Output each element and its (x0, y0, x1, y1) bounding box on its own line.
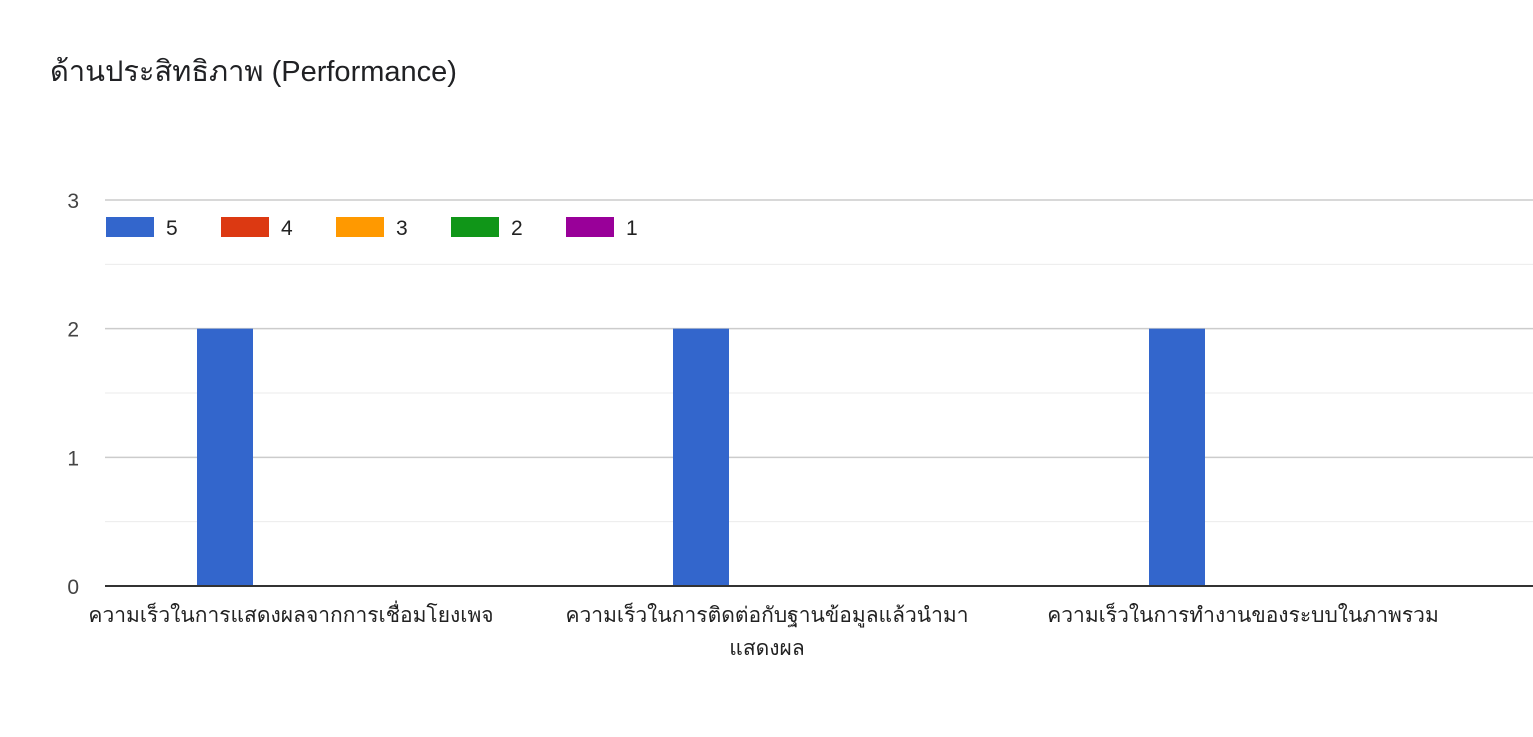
legend-label-2: 2 (511, 217, 523, 240)
x-axis-category-labels: ความเร็วในการแสดงผลจากการเชื่อมโยงเพจ ควา… (88, 600, 1438, 660)
y-axis-ticks: 0 1 2 3 (67, 190, 79, 599)
bar-series-5-category-2 (673, 328, 729, 586)
legend-label-3: 3 (396, 217, 408, 240)
grid-lines (105, 199, 1533, 523)
legend-swatch-4 (221, 217, 269, 237)
chart-title: ด้านประสิทธิภาพ (Performance) (50, 56, 457, 88)
x-category-label: ความเร็วในการติดต่อกับฐานข้อมูลแล้วนำมา (565, 601, 968, 628)
legend-swatch-2 (451, 217, 499, 237)
y-tick-label: 0 (67, 576, 79, 599)
legend: 5 4 3 2 1 (106, 217, 638, 240)
x-category-label: แสดงผล (729, 637, 804, 660)
bar-series-5-category-3 (1149, 328, 1205, 586)
bar-series-5-category-1 (197, 328, 253, 586)
legend-swatch-5 (106, 217, 154, 237)
x-category-label: ความเร็วในการแสดงผลจากการเชื่อมโยงเพจ (88, 600, 493, 627)
y-tick-label: 1 (67, 447, 79, 470)
bars (197, 328, 1205, 586)
legend-label-4: 4 (281, 217, 293, 240)
legend-swatch-1 (566, 217, 614, 237)
y-tick-label: 2 (67, 319, 79, 342)
legend-label-1: 1 (626, 217, 638, 240)
x-category-label: ความเร็วในการทำงานของระบบในภาพรวม (1047, 601, 1439, 627)
y-tick-label: 3 (67, 190, 79, 213)
legend-label-5: 5 (166, 217, 178, 240)
legend-swatch-3 (336, 217, 384, 237)
